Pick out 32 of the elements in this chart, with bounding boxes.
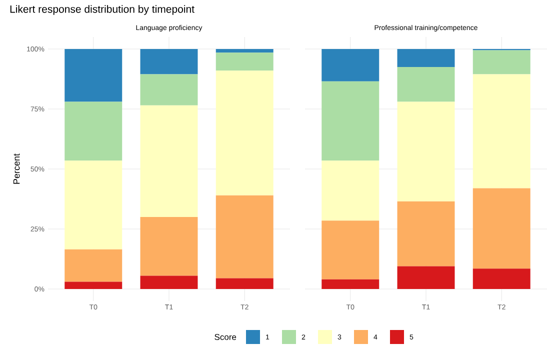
bar bbox=[472, 74, 530, 188]
bar bbox=[64, 249, 122, 282]
bar bbox=[472, 188, 530, 269]
bar bbox=[397, 266, 455, 289]
bar bbox=[216, 49, 274, 53]
bar bbox=[216, 195, 274, 278]
bar bbox=[64, 49, 122, 102]
bar bbox=[397, 67, 455, 102]
bar bbox=[216, 278, 274, 289]
bar bbox=[397, 49, 455, 68]
bar bbox=[140, 217, 198, 276]
bar bbox=[322, 279, 380, 289]
bar bbox=[322, 160, 380, 221]
bar bbox=[322, 49, 380, 82]
bar bbox=[140, 74, 198, 106]
bar bbox=[140, 276, 198, 289]
bar bbox=[322, 220, 380, 280]
bar bbox=[472, 268, 530, 289]
bar bbox=[64, 102, 122, 161]
bar bbox=[64, 282, 122, 289]
chart-title: Likert response distribution by timepoint bbox=[10, 5, 194, 15]
bar bbox=[140, 105, 198, 218]
bar bbox=[216, 52, 274, 71]
y-axis-title: Percent bbox=[13, 154, 20, 184]
bar bbox=[472, 50, 530, 74]
bar bbox=[397, 102, 455, 202]
bar bbox=[140, 49, 198, 74]
bar bbox=[216, 70, 274, 196]
bar bbox=[64, 160, 122, 250]
bar bbox=[397, 201, 455, 266]
legend-title: Score bbox=[214, 334, 236, 340]
bar bbox=[322, 81, 380, 161]
